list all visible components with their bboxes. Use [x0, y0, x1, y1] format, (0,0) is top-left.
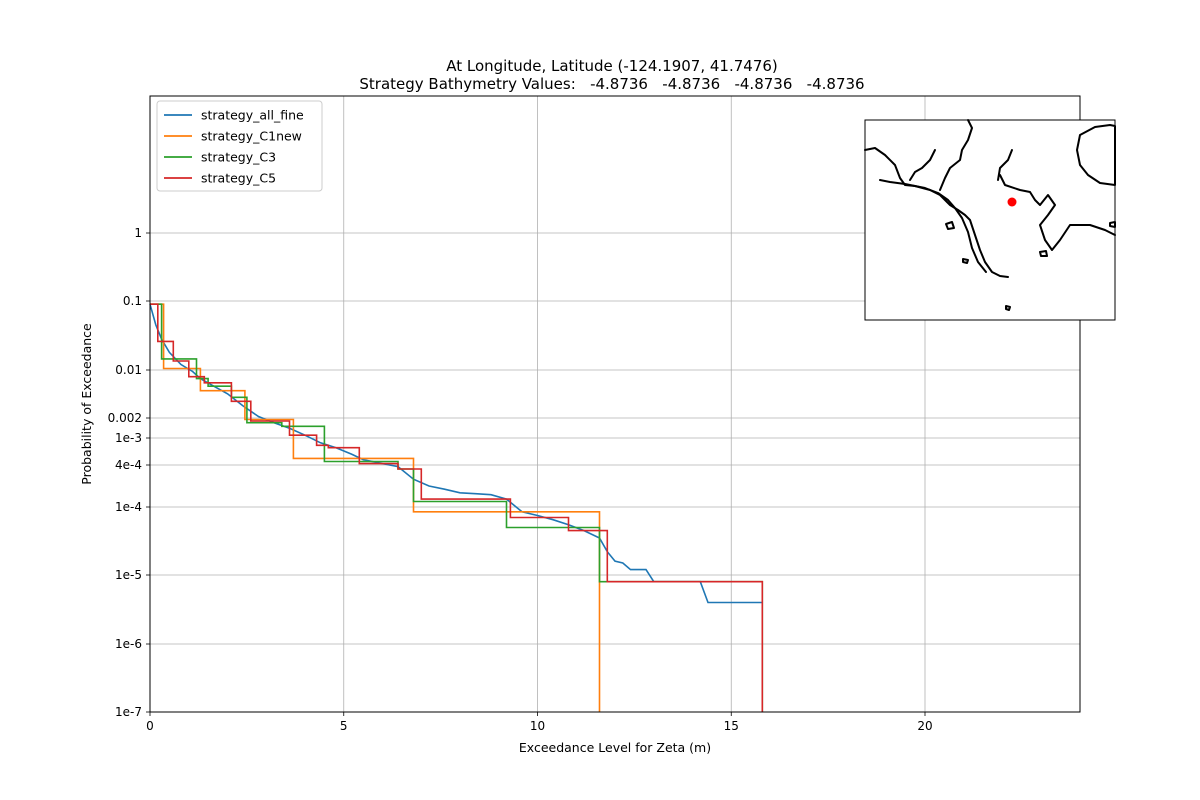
location-marker: [1007, 197, 1017, 207]
y-tick-label: 1e-3: [115, 431, 142, 445]
y-tick-label: 0.1: [123, 294, 142, 308]
island-2: [962, 258, 969, 264]
legend-box: [156, 100, 323, 192]
x-tick-label: 15: [724, 719, 739, 733]
y-tick-label: 1e-5: [115, 568, 142, 582]
chart-subtitle: Strategy Bathymetry Values: -4.8736 -4.8…: [359, 75, 864, 93]
lake: [1076, 124, 1116, 186]
y-axis-ticks: 1 0.1 0.01 0.002 1e-3 4e-4 1e-4 1e-5 1e-6 1e-7: [108, 226, 150, 719]
series-line-4: [150, 303, 764, 712]
coastline-main: [864, 147, 1009, 278]
y-tick-label: 1: [134, 226, 142, 240]
y-tick-label: 4e-4: [115, 458, 142, 472]
x-tick-label: 5: [340, 719, 348, 733]
chart-title: At Longitude, Latitude (-124.1907, 41.74…: [446, 57, 778, 75]
river-northwest: [909, 149, 936, 181]
legend-label: strategy_C3: [201, 150, 276, 165]
y-tick-label: 1e-6: [115, 637, 142, 651]
legend-label: strategy_all_fine: [201, 108, 304, 123]
legend: strategy_all_fine strategy_C1new strategy_…: [156, 100, 323, 192]
x-axis-ticks: 0 5 10 15 20: [146, 712, 933, 733]
series-line-2: [150, 303, 601, 712]
island-4: [1005, 305, 1011, 311]
coastline-inner: [879, 179, 987, 273]
inset-map: [864, 119, 1116, 321]
legend-label: strategy_C1new: [201, 129, 302, 144]
legend-label: strategy_C5: [201, 171, 276, 186]
x-axis-label: Exceedance Level for Zeta (m): [519, 740, 711, 755]
y-tick-label: 0.01: [115, 363, 142, 377]
island-3: [1039, 250, 1048, 257]
x-tick-label: 0: [146, 719, 154, 733]
plot-area-frame: [149, 95, 1081, 713]
y-axis-label: Probability of Exceedance: [79, 323, 94, 485]
y-tick-label: 1e-4: [115, 500, 142, 514]
series-line-1: [149, 303, 763, 604]
island-5: [1109, 221, 1116, 228]
x-tick-label: 10: [530, 719, 545, 733]
series-line-3: [150, 303, 764, 712]
island-1: [945, 221, 955, 230]
inset-map-frame: [864, 119, 1116, 321]
series-lines: [149, 303, 764, 712]
y-tick-label: 0.002: [108, 411, 142, 425]
river-north: [939, 119, 973, 191]
grid-lines: [149, 96, 1080, 713]
river-bend: [997, 149, 1013, 181]
x-tick-label: 20: [917, 719, 932, 733]
inset-coastlines: [864, 119, 1116, 311]
y-tick-label: 1e-7: [115, 705, 142, 719]
river-east: [999, 174, 1116, 251]
